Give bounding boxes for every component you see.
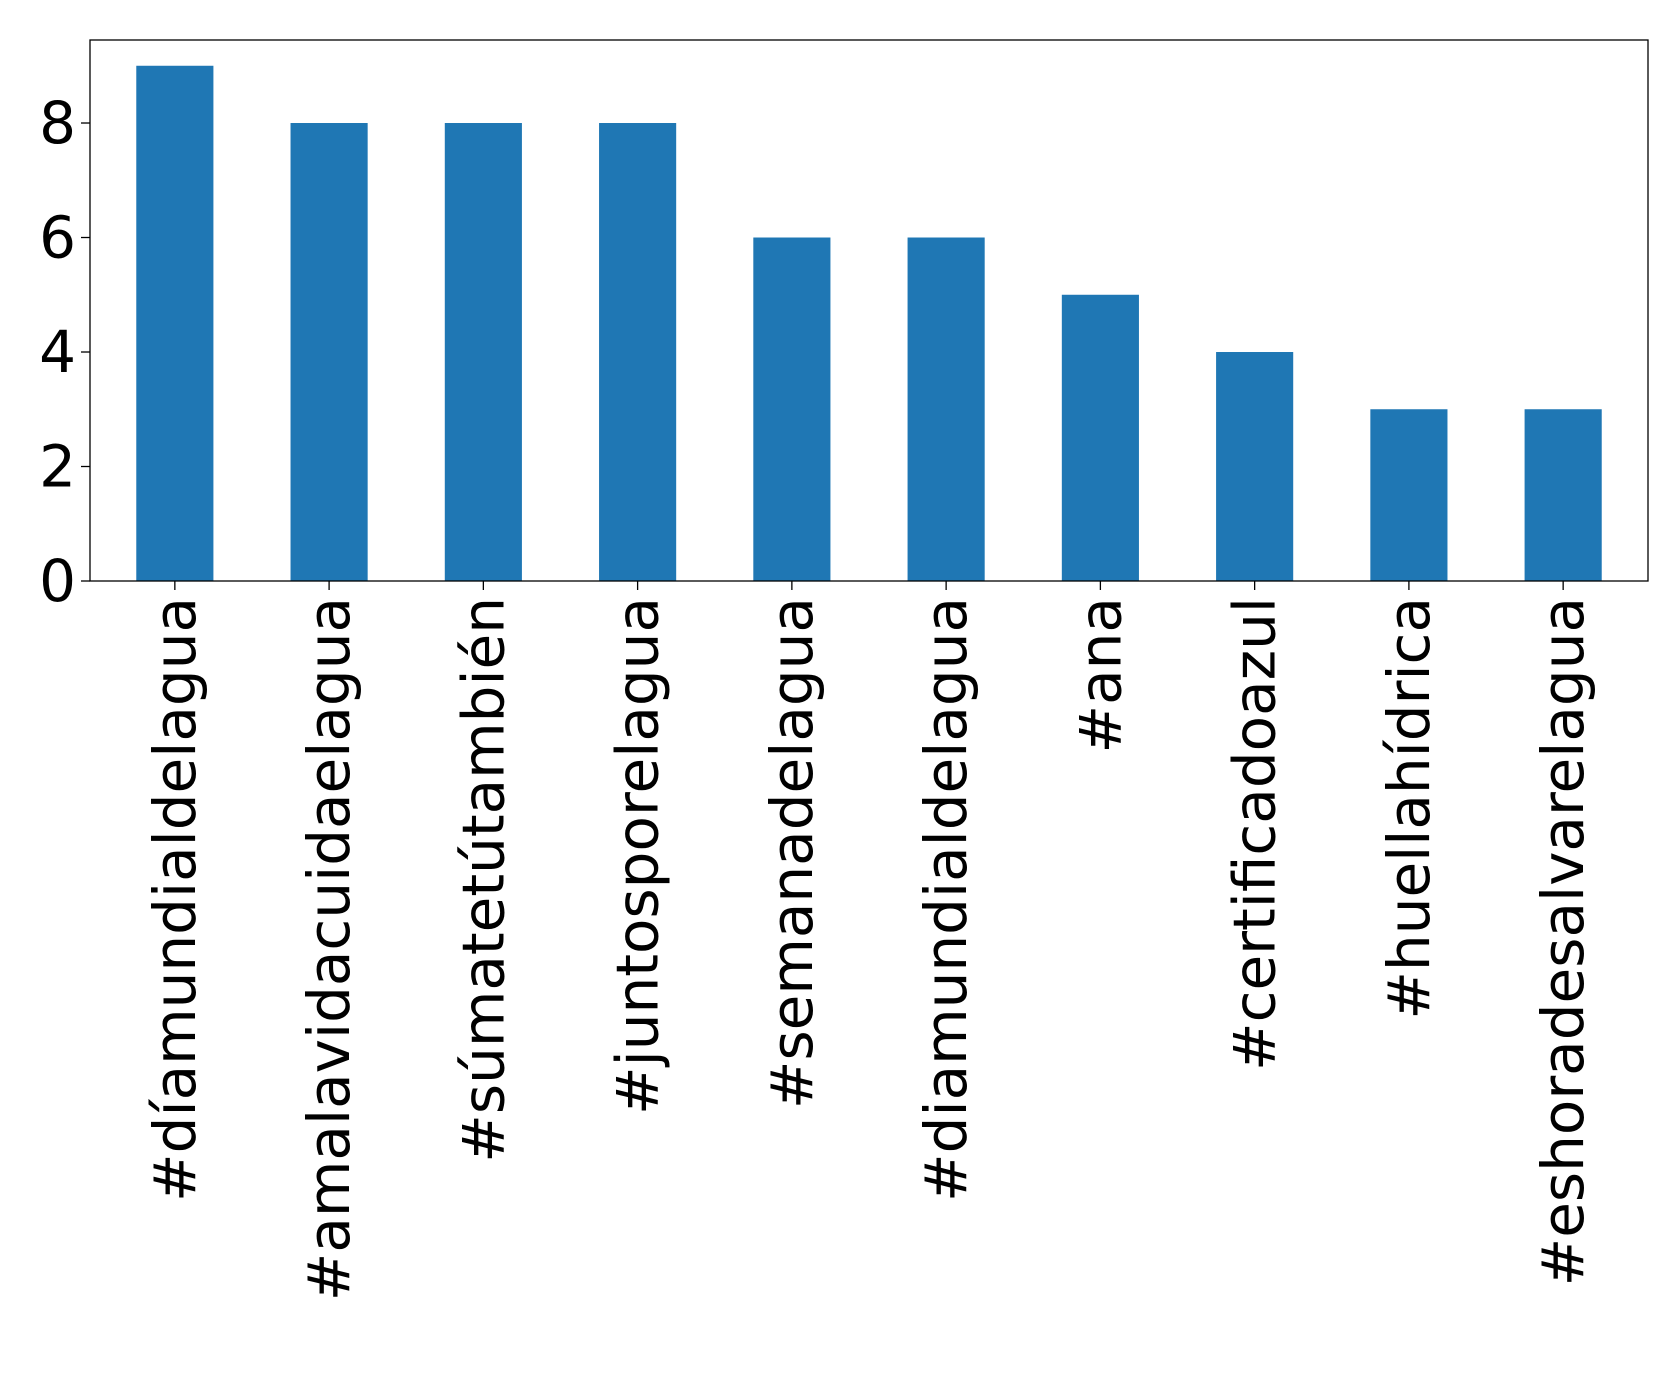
x-tick-label: #ana — [1066, 597, 1134, 753]
bar — [1061, 294, 1139, 581]
bar — [136, 65, 214, 581]
y-tick-label: 8 — [39, 89, 76, 157]
bar — [1370, 409, 1448, 581]
bar — [1216, 352, 1294, 581]
x-tick-label: #diamundialdelagua — [912, 597, 980, 1202]
bars-layer — [136, 65, 1602, 581]
x-tick-label: #díamundialdelagua — [141, 597, 209, 1202]
x-tick-label: #juntosporelagua — [604, 597, 672, 1115]
x-tick-label: #certificadoazul — [1221, 597, 1289, 1071]
x-tick-label: #semanadelagua — [758, 597, 826, 1109]
y-tick-label: 0 — [39, 547, 76, 615]
x-tick-label: #eshoradesalvarelagua — [1529, 597, 1597, 1286]
bar — [444, 123, 522, 581]
bar — [599, 123, 677, 581]
y-tick-label: 4 — [39, 318, 76, 386]
bar — [1524, 409, 1602, 581]
x-tick-label: #súmatetútambién — [449, 597, 517, 1163]
y-tick-label: 2 — [39, 433, 76, 501]
x-tick-label: #huellahídrica — [1375, 597, 1443, 1020]
bar — [753, 237, 831, 581]
bar — [290, 123, 368, 581]
x-tick-label: #amalavidacuidaelagua — [295, 597, 363, 1301]
bar — [907, 237, 985, 581]
y-tick-label: 6 — [39, 204, 76, 272]
y-axis: 0 2 4 6 8 — [39, 89, 90, 615]
plot-frame — [89, 39, 1649, 582]
x-axis: #díamundialdelagua #amalavidacuidaelagua #… — [141, 581, 1597, 1301]
